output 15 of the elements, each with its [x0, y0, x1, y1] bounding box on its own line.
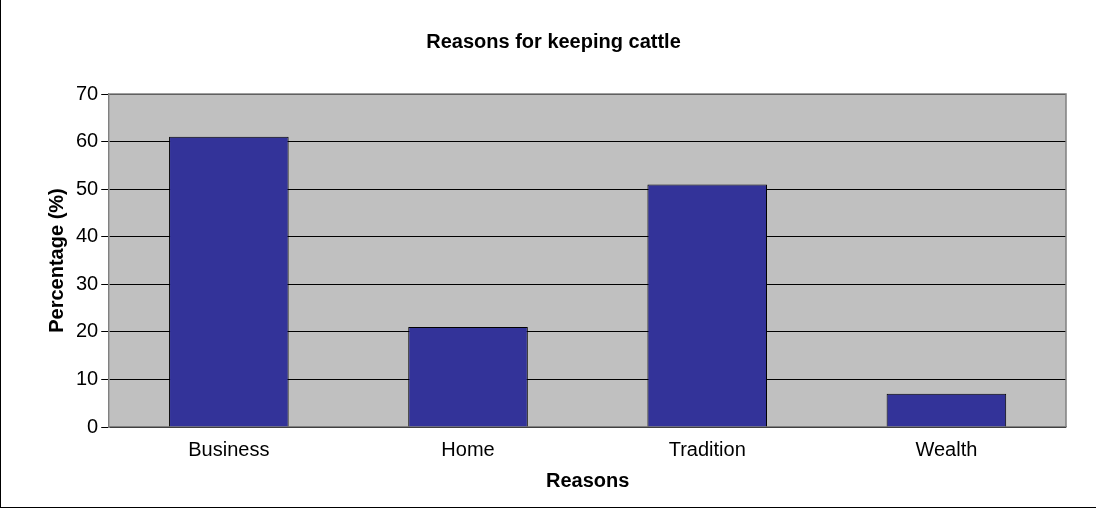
y-tick-label: 20	[76, 319, 99, 342]
y-axis-title: Percentage (%)	[44, 188, 67, 333]
x-tick-label: Home	[441, 437, 495, 460]
x-tick-label: Wealth	[915, 437, 978, 460]
y-tick-label: 10	[76, 366, 99, 389]
y-tick-label: 30	[76, 271, 99, 294]
x-tick-label: Tradition	[668, 437, 746, 460]
y-tick-label: 60	[76, 129, 99, 152]
x-axis-title: Reasons	[545, 468, 630, 491]
chart-title: Reasons for keeping cattle	[426, 29, 681, 52]
y-tick-label: 40	[76, 224, 99, 247]
x-tick-label: Business	[188, 437, 270, 460]
y-tick-label: 50	[76, 176, 99, 199]
y-tick-label: 70	[76, 81, 99, 104]
y-tick-label: 0	[87, 414, 99, 437]
